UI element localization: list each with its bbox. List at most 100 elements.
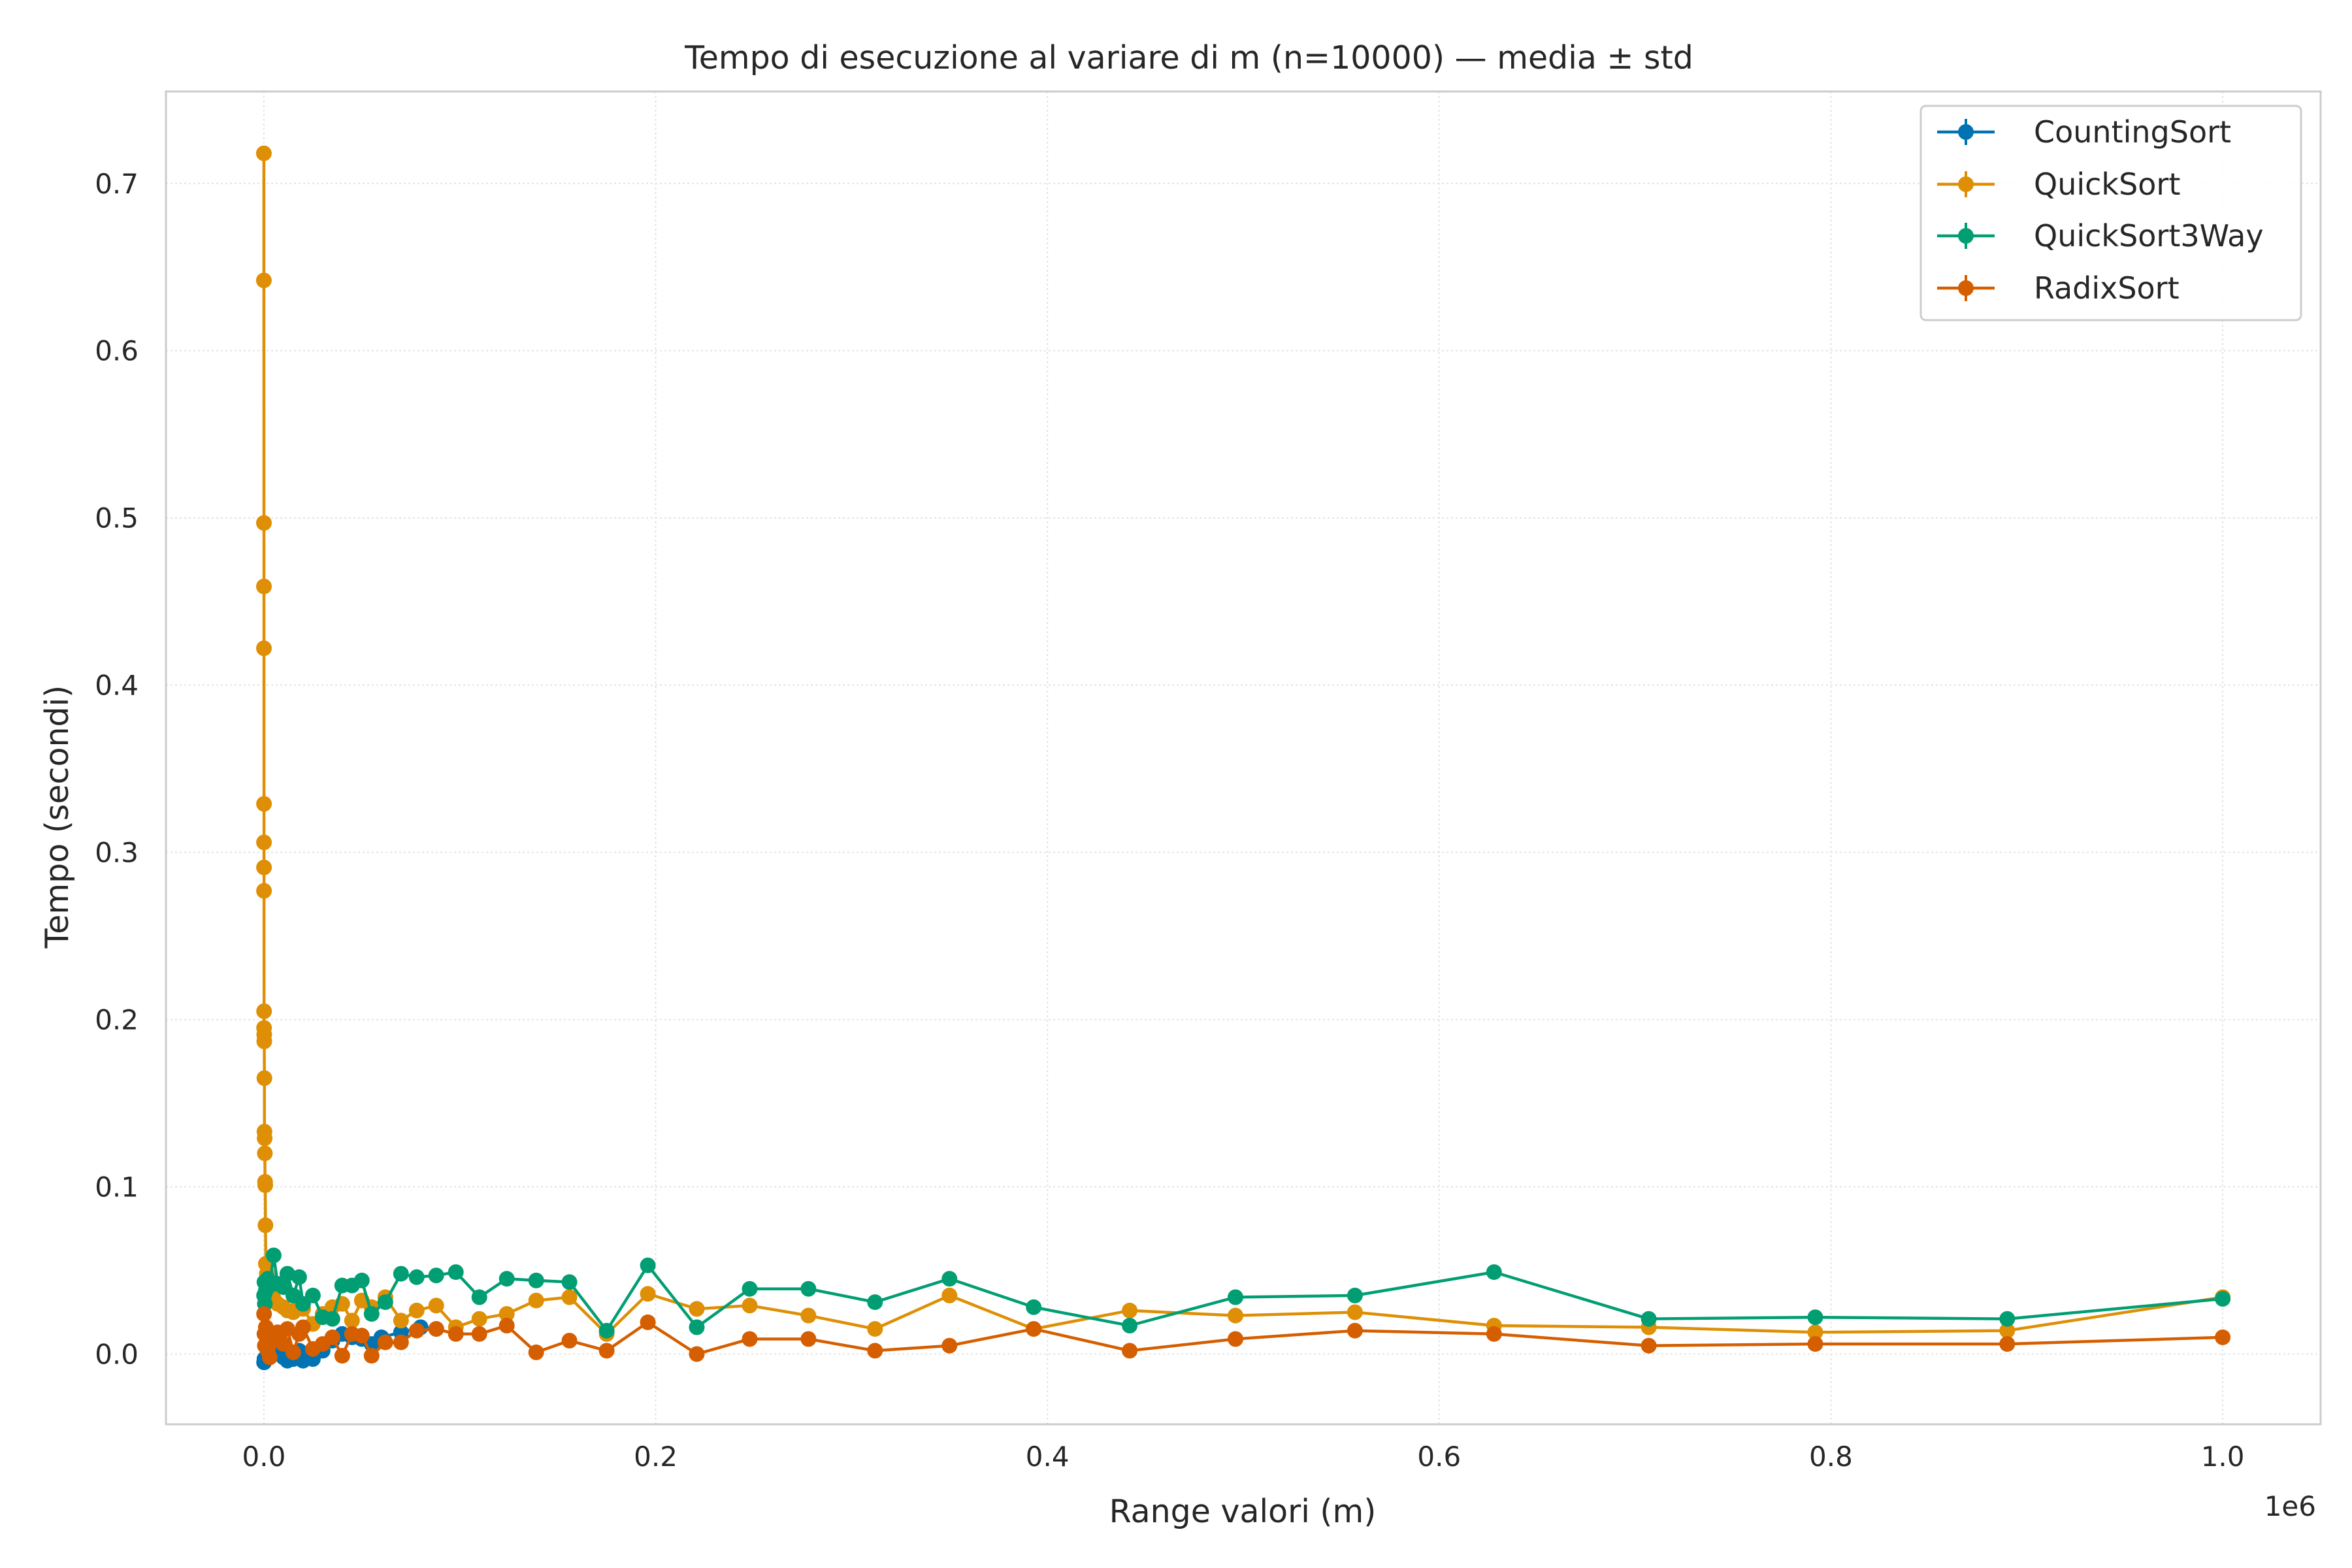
legend-item-countingsort: CountingSort — [1937, 114, 2231, 150]
data-point — [1347, 1287, 1363, 1303]
data-point — [742, 1281, 758, 1297]
data-point — [1641, 1337, 1657, 1354]
data-point — [363, 1348, 380, 1364]
data-point — [261, 1349, 278, 1365]
data-point — [1122, 1318, 1138, 1333]
data-point — [408, 1302, 425, 1318]
data-point — [471, 1289, 487, 1305]
data-point — [295, 1319, 311, 1335]
data-point — [1122, 1343, 1138, 1359]
data-point — [742, 1331, 758, 1347]
data-point — [2215, 1291, 2231, 1307]
legend-swatch-marker — [1958, 280, 1974, 296]
data-point — [471, 1326, 487, 1342]
data-point — [1026, 1299, 1042, 1315]
data-point — [1026, 1321, 1042, 1337]
data-point — [428, 1298, 444, 1314]
data-point — [334, 1348, 350, 1364]
data-point — [1807, 1324, 1823, 1341]
data-point — [257, 1130, 273, 1147]
data-point — [1122, 1302, 1138, 1318]
data-point — [291, 1269, 307, 1285]
data-point — [1228, 1307, 1243, 1324]
x-tick-label: 0.6 — [1417, 1441, 1461, 1473]
data-point — [1807, 1336, 1823, 1352]
data-point — [377, 1334, 393, 1350]
data-point — [256, 796, 272, 812]
data-point — [528, 1292, 544, 1309]
data-point — [2215, 1329, 2231, 1345]
data-point — [561, 1274, 578, 1290]
data-point — [941, 1287, 958, 1303]
y-tick-label: 0.3 — [95, 837, 139, 869]
data-point — [448, 1326, 464, 1342]
legend-label: QuickSort — [2034, 167, 2180, 202]
data-point — [640, 1314, 656, 1330]
data-point — [867, 1321, 883, 1337]
series-layer — [255, 145, 2231, 1371]
data-point — [344, 1313, 360, 1329]
data-point — [689, 1319, 705, 1335]
data-point — [393, 1334, 409, 1350]
data-point — [256, 1003, 272, 1019]
data-point — [256, 578, 272, 595]
data-point — [498, 1271, 515, 1287]
data-point — [1807, 1309, 1823, 1326]
data-point — [800, 1281, 817, 1297]
y-tick-label: 0.1 — [95, 1171, 139, 1203]
legend-label: QuickSort3Way — [2034, 218, 2264, 253]
data-point — [257, 1319, 274, 1335]
data-point — [528, 1344, 544, 1360]
data-point — [561, 1289, 578, 1305]
data-point — [498, 1318, 515, 1333]
data-point — [393, 1266, 409, 1282]
data-point — [689, 1301, 705, 1317]
series-radixsort — [256, 1306, 2231, 1365]
data-point — [324, 1329, 340, 1345]
data-point — [800, 1307, 817, 1324]
y-tick-label: 0.7 — [95, 168, 139, 200]
data-point — [255, 145, 272, 161]
plot-frame — [165, 90, 2322, 1426]
y-tick-label: 0.2 — [95, 1004, 139, 1036]
data-point — [408, 1322, 425, 1339]
data-point — [867, 1343, 883, 1359]
data-point — [428, 1321, 444, 1337]
data-point — [353, 1328, 370, 1344]
data-point — [640, 1257, 656, 1273]
data-point — [561, 1333, 578, 1348]
legend-item-radixsort: RadixSort — [1937, 270, 2180, 306]
x-axis-offset-label: 1e6 — [2264, 1490, 2316, 1522]
data-point — [598, 1322, 615, 1339]
data-point — [256, 834, 272, 851]
chart-title: Tempo di esecuzione al variare di m (n=1… — [684, 39, 1693, 76]
legend: CountingSort QuickSort QuickSort3Way Rad… — [1919, 105, 2302, 321]
data-point — [1228, 1289, 1243, 1305]
y-tick-label: 0.6 — [95, 335, 139, 367]
data-point — [428, 1267, 444, 1284]
data-point — [867, 1294, 883, 1311]
legend-item-quicksort: QuickSort — [1937, 167, 2180, 202]
tick-layer: 0.0 0.2 0.4 0.6 0.8 1.0 0.0 0.1 0.2 0.3 0.4 0.5 0.6 0… — [95, 168, 2244, 1473]
data-point — [256, 1070, 272, 1086]
data-point — [1641, 1311, 1657, 1327]
data-point — [256, 883, 272, 899]
data-point — [1486, 1326, 1502, 1342]
data-point — [1347, 1304, 1363, 1320]
data-point — [448, 1264, 464, 1281]
data-point — [408, 1269, 425, 1285]
data-point — [800, 1331, 817, 1347]
series-quicksort3way — [256, 1247, 2231, 1339]
legend-swatch-marker — [1958, 124, 1974, 140]
data-point — [353, 1272, 370, 1288]
data-point — [640, 1286, 656, 1302]
x-tick-label: 0.2 — [634, 1441, 678, 1473]
data-point — [256, 1306, 272, 1322]
data-point — [528, 1272, 544, 1288]
data-point — [279, 1266, 295, 1282]
data-point — [257, 1145, 273, 1162]
data-point — [1486, 1264, 1502, 1281]
data-point — [285, 1344, 301, 1360]
data-point — [279, 1321, 295, 1337]
